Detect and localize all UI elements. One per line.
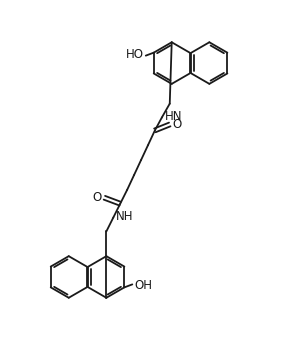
Text: O: O [92,191,101,204]
Text: HN: HN [165,110,182,123]
Text: OH: OH [134,279,152,292]
Text: NH: NH [116,210,134,223]
Text: O: O [173,118,182,131]
Text: HO: HO [126,48,144,61]
